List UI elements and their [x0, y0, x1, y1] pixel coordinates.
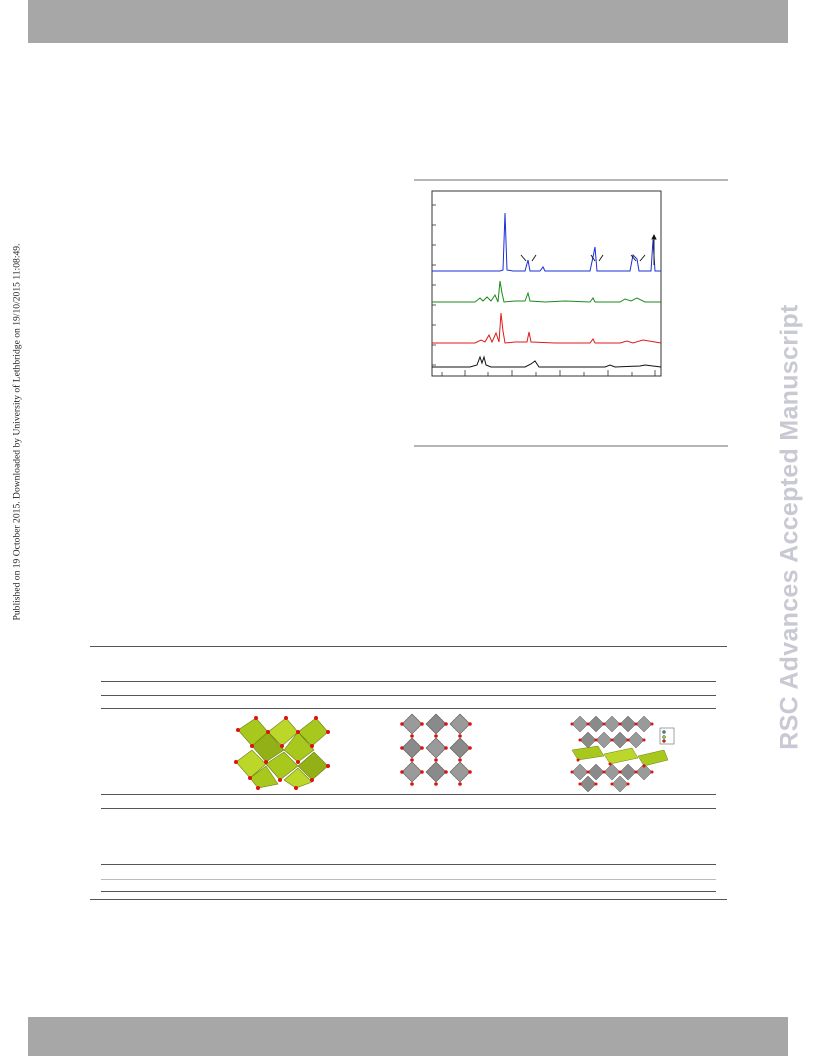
oxygen-atoms — [570, 722, 654, 786]
table-rule — [101, 695, 716, 696]
table-rule — [101, 681, 716, 682]
table-top-rule — [90, 646, 727, 647]
peak-markers — [520, 233, 657, 265]
figure-top-rule — [414, 179, 728, 181]
gray-polyhedra — [401, 713, 471, 783]
oxygen-atoms — [234, 716, 330, 790]
green-polyhedra — [235, 717, 329, 789]
page-footer-bar — [28, 1017, 788, 1056]
table-rule — [101, 808, 716, 809]
table-rule — [101, 794, 716, 795]
series-green — [432, 280, 661, 303]
spectra-figure — [431, 190, 662, 377]
table-rule — [101, 708, 716, 709]
series-blue — [432, 212, 661, 272]
series-black — [432, 355, 662, 368]
y-ticks — [432, 204, 436, 366]
table-rule — [101, 879, 716, 880]
table-rule — [101, 891, 716, 892]
structure-panel-1 — [234, 716, 330, 790]
figure-bottom-rule — [414, 445, 728, 447]
table-rule — [101, 864, 716, 865]
green-layer — [571, 745, 669, 767]
download-notice-text: Published on 19 October 2015. Downloaded… — [11, 243, 23, 621]
x-ticks — [441, 370, 656, 376]
structure-panel-3 — [570, 715, 675, 792]
oxygen-atoms — [400, 722, 472, 786]
plot-frame — [431, 190, 662, 377]
table-bottom-rule — [90, 899, 727, 900]
watermark-text: RSC Advances Accepted Manuscript — [775, 304, 804, 750]
structure-panel-2 — [400, 713, 472, 786]
gray-polyhedra-bottom — [571, 763, 653, 792]
gray-polyhedra-top — [571, 715, 653, 749]
legend-box — [659, 727, 675, 745]
series-red — [432, 312, 662, 344]
page-header-bar — [28, 0, 788, 43]
